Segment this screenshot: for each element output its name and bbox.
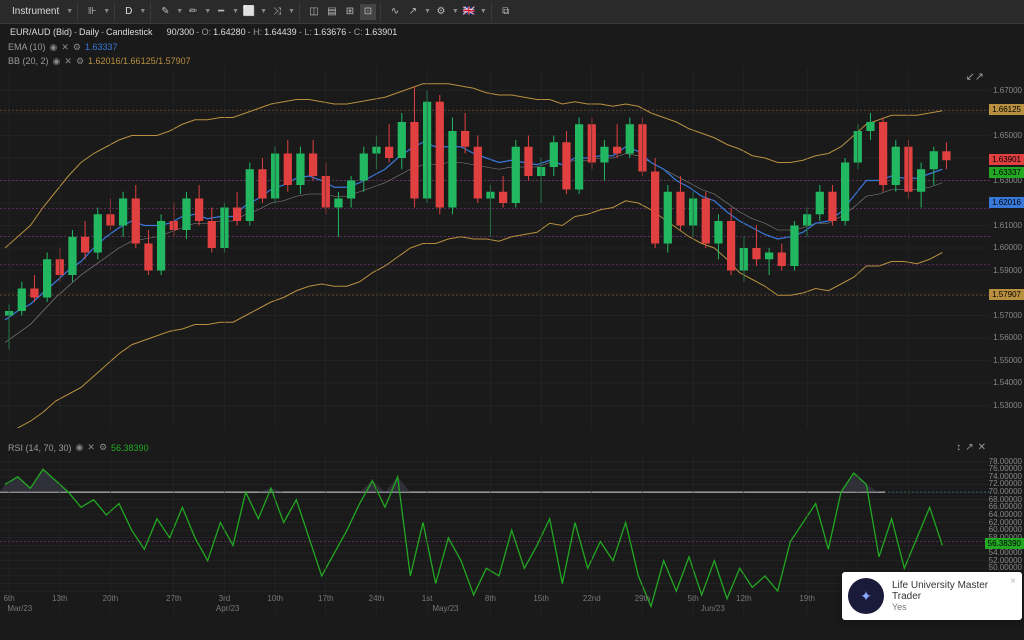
rsi-indicator-row: RSI (14, 70, 30) ◉ ✕ ⚙ 56.38390 bbox=[8, 442, 149, 453]
layout3-icon[interactable]: ⊞ bbox=[342, 4, 358, 20]
gear-icon[interactable]: ⚙ bbox=[99, 442, 107, 453]
gear-icon[interactable]: ⚙ bbox=[73, 42, 81, 53]
layout1-icon[interactable]: ◫ bbox=[306, 4, 322, 20]
close-icon[interactable]: ✕ bbox=[87, 442, 95, 453]
eye-icon[interactable]: ◉ bbox=[76, 442, 84, 453]
close-icon[interactable]: × bbox=[1010, 576, 1016, 587]
flag-icon[interactable]: 🇬🇧 bbox=[461, 4, 477, 20]
expand-icon[interactable]: ↗ bbox=[965, 442, 973, 453]
notification-title: Life University Master Trader bbox=[892, 580, 1016, 602]
eye-icon[interactable]: ◉ bbox=[53, 56, 61, 67]
settings-icon[interactable]: ⚙ bbox=[433, 4, 449, 20]
instrument-selector[interactable]: Instrument bbox=[8, 6, 63, 17]
close-icon[interactable]: ✕ bbox=[978, 442, 986, 453]
close-icon[interactable]: ✕ bbox=[61, 42, 69, 53]
copy-icon[interactable]: ⧉ bbox=[498, 4, 514, 20]
close-icon[interactable]: ✕ bbox=[64, 56, 72, 67]
share-icon[interactable]: ↗ bbox=[405, 4, 421, 20]
chart-info: EUR/AUD (Bid) - Daily - Candlestick 90/3… bbox=[0, 24, 1024, 40]
cursor-icon[interactable]: ✎ bbox=[157, 4, 173, 20]
ema-indicator-row: EMA (10) ◉ ✕ ⚙ 1.63337 bbox=[0, 40, 1024, 54]
interval-selector[interactable]: D bbox=[121, 6, 136, 17]
notification-message: Yes bbox=[892, 602, 1016, 612]
toolbar: Instrument▼ ⊪▼ D▼ ✎▼ ✏▼ ━▼ ⬜▼ ⤨▼ ◫ ▤ ⊞ ⊡… bbox=[0, 0, 1024, 24]
shuffle-icon[interactable]: ⤨ bbox=[269, 4, 285, 20]
indicator-icon[interactable]: ∿ bbox=[387, 4, 403, 20]
draw-icon[interactable]: ✏ bbox=[185, 4, 201, 20]
bb-indicator-row: BB (20, 2) ◉ ✕ ⚙ 1.62016/1.66125/1.57907 bbox=[0, 54, 1024, 68]
layout4-icon[interactable]: ⊡ bbox=[360, 4, 376, 20]
avatar-icon: ✦ bbox=[848, 578, 884, 614]
main-chart[interactable]: ↙↗ 1.670001.660001.650001.640001.630001.… bbox=[0, 68, 1024, 428]
move-icon[interactable]: ↕ bbox=[956, 442, 961, 453]
layout2-icon[interactable]: ▤ bbox=[324, 4, 340, 20]
eye-icon[interactable]: ◉ bbox=[50, 42, 58, 53]
gear-icon[interactable]: ⚙ bbox=[76, 56, 84, 67]
notification-toast[interactable]: ✦ Life University Master Trader Yes × bbox=[842, 572, 1022, 620]
trendline-icon[interactable]: ━ bbox=[213, 4, 229, 20]
shape-icon[interactable]: ⬜ bbox=[241, 4, 257, 20]
bars-icon[interactable]: ⊪ bbox=[84, 4, 100, 20]
